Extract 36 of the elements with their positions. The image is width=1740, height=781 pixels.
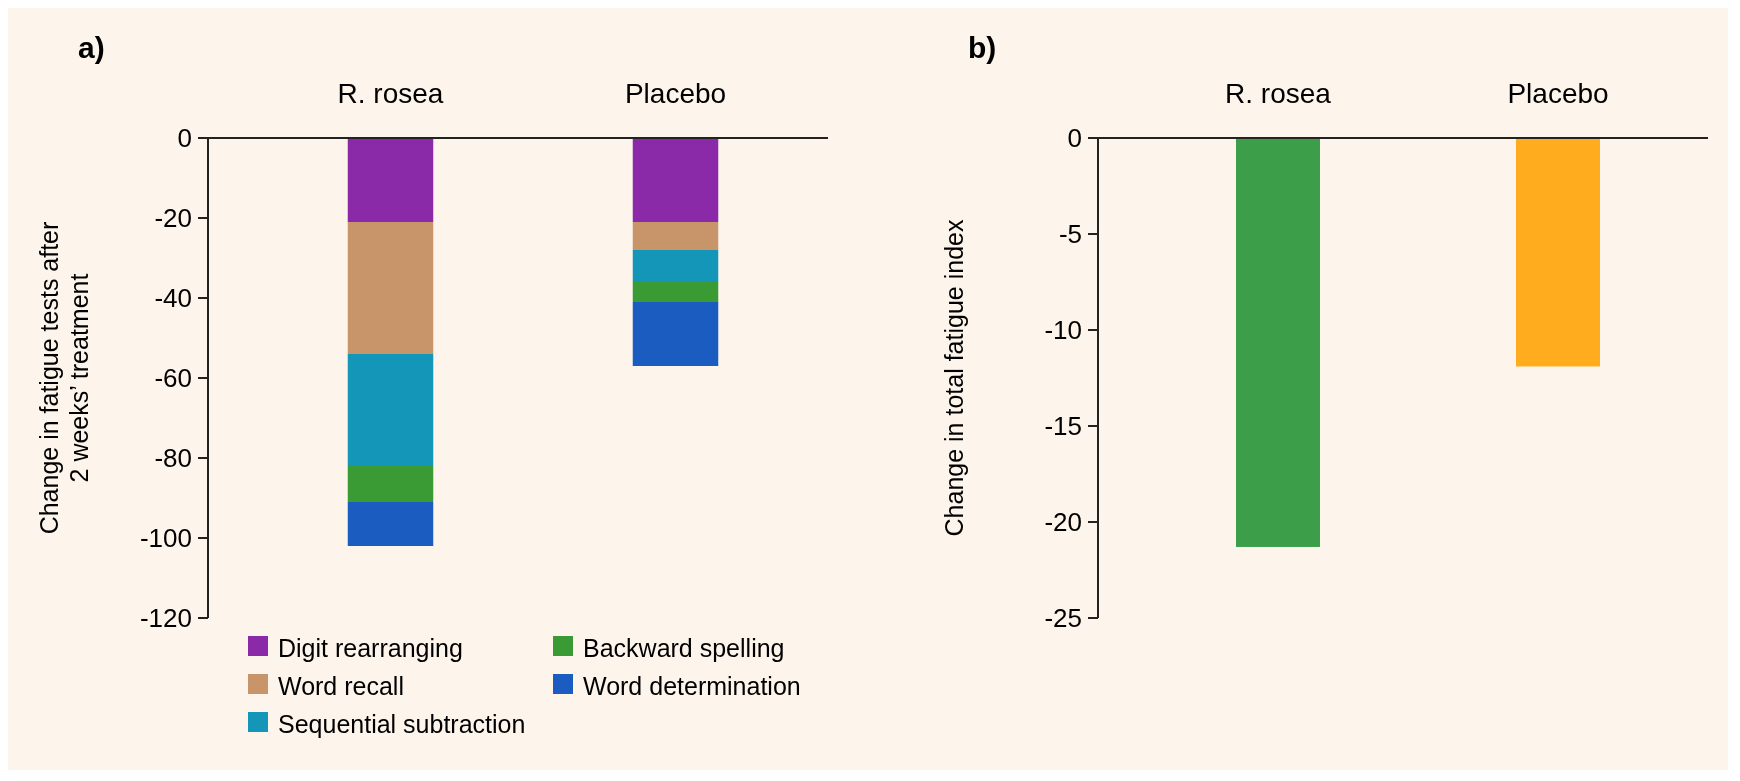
legend-label: Word recall: [278, 671, 404, 700]
y-tick-label: 0: [1067, 123, 1082, 154]
y-tick-label: -100: [139, 523, 192, 554]
chart-title: a): [78, 31, 105, 64]
bar: [632, 138, 719, 222]
bar: [347, 222, 434, 354]
x-tick-label: Placebo: [1507, 78, 1609, 109]
y-tick-label: -25: [1044, 603, 1082, 634]
y-tick-label: -120: [139, 603, 192, 634]
chart-title: b): [968, 31, 997, 64]
y-tick-label: -5: [1058, 219, 1082, 250]
y-tick-label: -20: [1044, 507, 1082, 538]
bar: [632, 250, 719, 282]
bar: [347, 502, 434, 546]
legend-label: Word determination: [583, 671, 801, 700]
bar: [347, 466, 434, 502]
legend-label: Backward spelling: [583, 633, 785, 662]
y-tick-label: -60: [154, 363, 192, 394]
y-tick-label: -40: [154, 283, 192, 314]
bar: [632, 282, 719, 302]
y-axis-title: Change in total fatigue index: [940, 219, 968, 537]
bar: [347, 354, 434, 466]
x-tick-label: R. rosea: [1225, 78, 1332, 109]
x-tick-label: Placebo: [624, 78, 727, 109]
y-tick-label: -10: [1044, 315, 1082, 346]
bar: [632, 222, 719, 250]
bar: [347, 138, 434, 222]
x-tick-label: R. rosea: [337, 78, 444, 109]
y-tick-label: -20: [154, 203, 192, 234]
y-tick-label: 0: [177, 123, 192, 154]
y-tick-label: -15: [1044, 411, 1082, 442]
bar: [632, 302, 719, 366]
y-axis-title: Change in fatigue tests after 2 weeks’ treatment: [35, 221, 93, 535]
y-tick-label: -80: [154, 443, 192, 474]
legend-label: Sequential subtraction: [278, 709, 526, 738]
legend-label: Digit rearranging: [278, 633, 463, 662]
